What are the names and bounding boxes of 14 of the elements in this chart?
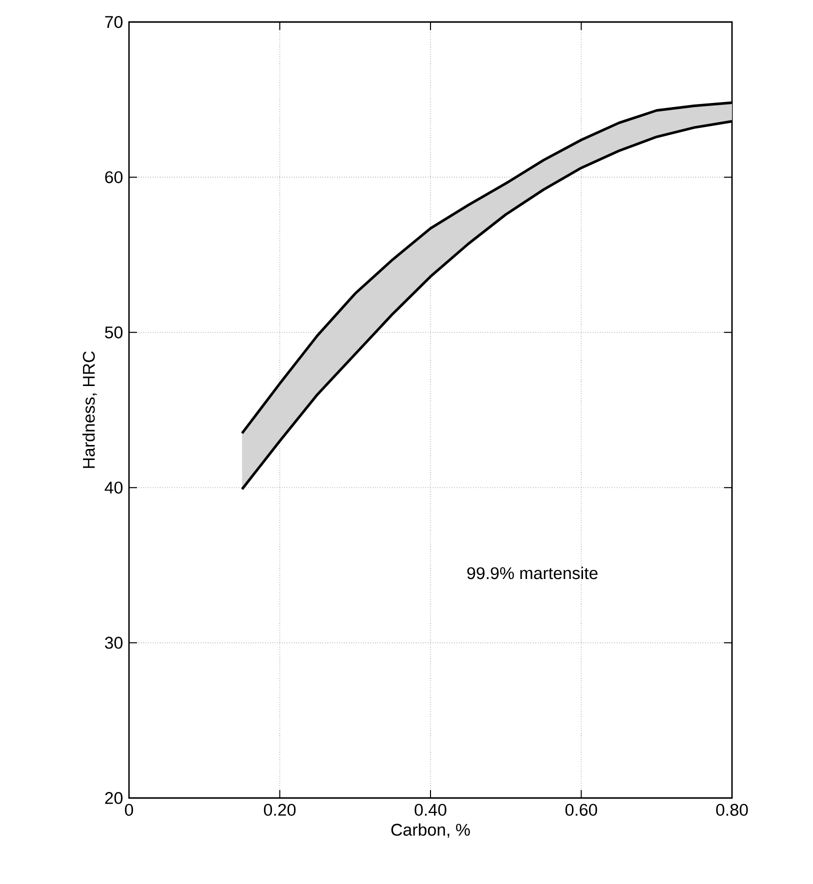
y-tick-label: 50 (104, 326, 122, 338)
y-axis-title: Hardness, HRC (82, 351, 97, 468)
annotation: 99.9% martensite (467, 566, 598, 580)
y-tick-label: 30 (104, 636, 122, 649)
x-tick-label: 0.40 (414, 804, 446, 816)
y-tick-label: 40 (104, 482, 122, 494)
x-tick-label: 0.60 (565, 804, 598, 816)
y-tick-label: 20 (105, 792, 122, 804)
y-tick-label: 60 (105, 171, 122, 184)
x-tick-label: 0 (124, 804, 134, 816)
y-tick-label: 70 (105, 16, 122, 28)
x-axis-title: Carbon, % (391, 823, 470, 838)
x-tick-label: 0.80 (716, 804, 748, 816)
x-tick-label: 0.20 (264, 804, 296, 816)
